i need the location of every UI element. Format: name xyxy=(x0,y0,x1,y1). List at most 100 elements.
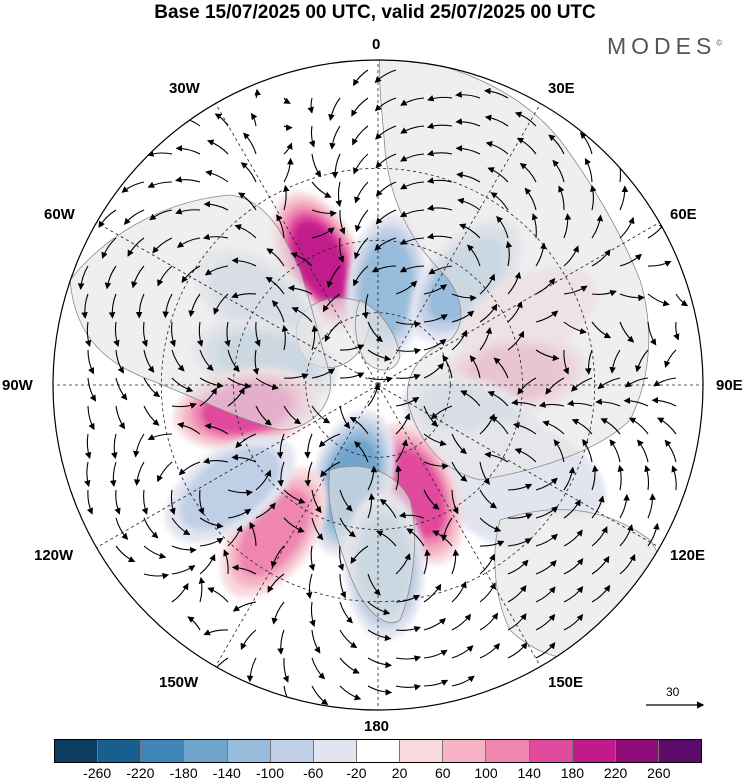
wind-vector-arrow xyxy=(231,453,257,463)
wind-vector-arrow xyxy=(423,338,447,351)
wind-vector-arrow xyxy=(111,433,118,460)
wind-vector-arrow xyxy=(311,517,324,541)
wind-vector-arrow xyxy=(375,209,397,225)
wind-vector-arrow xyxy=(490,416,509,435)
wind-vector-arrow xyxy=(535,477,558,491)
wind-vector-arrow xyxy=(171,402,197,409)
wind-vector-arrow xyxy=(324,321,341,343)
wind-vector-arrow xyxy=(243,132,257,155)
wind-vector-arrow xyxy=(535,242,547,267)
wind-vector-arrow xyxy=(231,292,257,299)
legend-ticks: -260 -220 -180 -140 -100 -60 -20 20 60 100 140 180 2… xyxy=(0,765,750,783)
wind-vector-arrow xyxy=(304,461,313,487)
wind-vector-arrow xyxy=(456,171,481,183)
wind-vector-arrow xyxy=(535,586,556,603)
wind-vector-arrow xyxy=(458,223,481,239)
wind-vector-arrow xyxy=(507,483,533,491)
wind-vector-arrow xyxy=(535,642,556,659)
legend-tick-label: 20 xyxy=(391,765,408,781)
wind-vector-arrow xyxy=(426,232,453,240)
wind-vector-arrow xyxy=(507,642,528,659)
wind-vector-arrow xyxy=(426,177,453,184)
wind-vector-arrow xyxy=(149,209,173,221)
lon-label-30w: 30W xyxy=(169,80,200,97)
wind-vector-arrow xyxy=(81,293,89,319)
legend-tick-label: 60 xyxy=(435,765,451,781)
wind-vector-arrow xyxy=(283,184,290,211)
legend-tick-label: -260 xyxy=(83,765,112,781)
wind-vector-arrow xyxy=(423,433,447,447)
wind-vector-arrow xyxy=(535,533,558,547)
wind-vector-arrow xyxy=(143,545,167,560)
wind-vector-arrow xyxy=(479,517,502,533)
wind-vector-arrow xyxy=(563,558,584,575)
wind-vector-arrow xyxy=(479,327,493,351)
legend-tick-label: -220 xyxy=(126,765,155,781)
wind-vector-arrow xyxy=(339,629,358,649)
wind-vector-arrow xyxy=(283,142,293,155)
wind-vector-arrow xyxy=(311,227,335,239)
wind-vector-arrow xyxy=(531,213,539,239)
wind-vector-arrow xyxy=(204,265,229,276)
wind-vector-arrow xyxy=(609,349,621,374)
wind-vector-arrow xyxy=(375,153,397,169)
wind-vector-arrow xyxy=(367,573,381,596)
wind-vector-arrow xyxy=(516,137,537,155)
wind-vector-arrow xyxy=(133,461,145,486)
wind-vector-arrow xyxy=(234,224,257,239)
wind-vector-arrow xyxy=(255,377,279,391)
legend-tick-label: -140 xyxy=(212,765,241,781)
wind-vector-arrow xyxy=(455,91,481,99)
meridian-line xyxy=(377,384,541,667)
meridian-line xyxy=(96,222,379,386)
wind-vector-arrow xyxy=(375,181,397,197)
wind-vector-arrow xyxy=(395,280,418,295)
wind-vector-arrow xyxy=(311,629,321,654)
wind-vector-arrow xyxy=(563,213,572,239)
wind-vector-arrow xyxy=(571,418,593,435)
wind-vector-arrow xyxy=(367,321,383,343)
wind-vector-arrow xyxy=(309,601,316,627)
wind-vector-arrow xyxy=(276,214,285,239)
wind-vector-arrow xyxy=(175,176,201,183)
copyright-mark: © xyxy=(716,38,723,48)
wind-vector-arrow xyxy=(485,141,509,155)
wind-vector-arrow xyxy=(213,293,229,315)
wind-vector-arrow xyxy=(399,265,425,273)
wind-vector-arrow xyxy=(235,433,257,449)
wind-vector-arrow xyxy=(427,95,453,102)
wind-vector-arrow xyxy=(283,373,309,380)
wind-vector-arrow xyxy=(287,284,313,295)
wind-vector-arrow xyxy=(400,181,425,190)
wind-vector-arrow xyxy=(552,159,565,183)
wind-vector-arrow xyxy=(271,300,285,323)
wind-vector-arrow xyxy=(451,461,468,482)
wind-vector-arrow xyxy=(351,97,369,117)
wind-vector-arrow xyxy=(647,493,656,519)
wind-vector-arrow xyxy=(371,265,397,273)
wind-vector-arrow xyxy=(175,208,201,215)
wind-vector-arrow xyxy=(507,330,524,351)
wind-vector-arrow xyxy=(115,349,124,374)
wind-vector-arrow xyxy=(198,489,205,515)
wind-vector-arrow xyxy=(267,573,285,593)
wind-vector-arrow xyxy=(276,433,285,459)
wind-vector-arrow xyxy=(619,253,642,267)
wind-vector-arrow xyxy=(240,162,257,183)
wind-vector-arrow xyxy=(171,349,185,372)
negative-anomaly-contour xyxy=(180,447,281,530)
wind-vector-arrow xyxy=(619,553,636,575)
wind-vector-arrow xyxy=(542,420,565,435)
wind-vector-arrow xyxy=(308,545,315,572)
wind-vector-arrow xyxy=(623,397,649,407)
wind-vector-arrow xyxy=(457,197,481,211)
wind-vector-arrow xyxy=(305,573,313,599)
lon-label-90w: 90W xyxy=(2,377,33,394)
wind-vector-arrow xyxy=(162,293,173,319)
wind-vector-arrow xyxy=(143,572,170,580)
wind-vector-arrow xyxy=(240,629,257,651)
wind-vector-arrow xyxy=(493,357,509,379)
legend-swatch xyxy=(443,740,487,762)
wind-vector-arrow xyxy=(519,162,537,183)
